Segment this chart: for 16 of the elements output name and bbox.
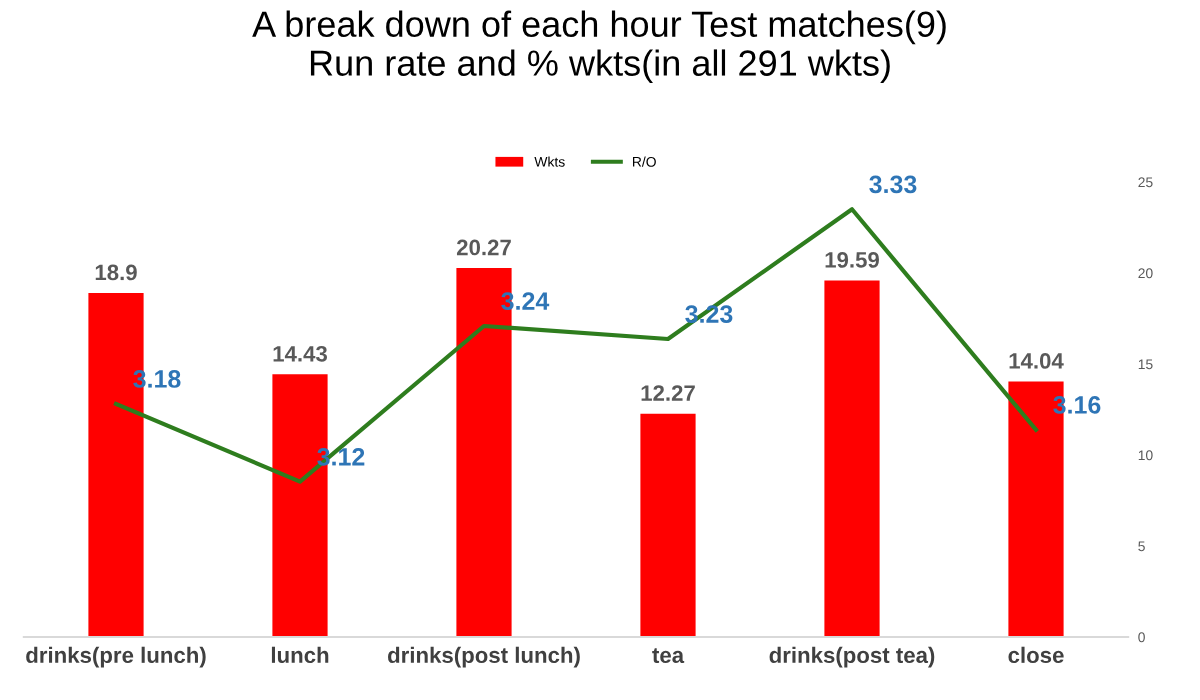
bar bbox=[824, 280, 880, 637]
data-label: 3.33 bbox=[869, 175, 917, 194]
data-label: 14.04 bbox=[1009, 353, 1064, 369]
x-tick-label: lunch bbox=[271, 646, 329, 664]
data-label: 20.27 bbox=[456, 239, 511, 256]
x-tick-label: tea bbox=[652, 648, 685, 664]
data-label: 18.9 bbox=[95, 264, 137, 281]
x-tick-label: drinks(pre lunch) bbox=[26, 646, 206, 668]
data-label: 12.27 bbox=[641, 385, 695, 401]
data-label: 19.59 bbox=[825, 252, 879, 268]
bar bbox=[640, 413, 696, 637]
chart-title: A break down of each hour Test matches(9) Run rate and % wkts(in all 291 wkts) bbox=[252, 10, 946, 84]
x-tick-label: close bbox=[1008, 646, 1064, 664]
data-label: 14.43 bbox=[273, 345, 327, 362]
x-tick-label: drinks(post tea) bbox=[769, 646, 935, 668]
x-tick-label: drinks(post lunch) bbox=[388, 646, 580, 668]
